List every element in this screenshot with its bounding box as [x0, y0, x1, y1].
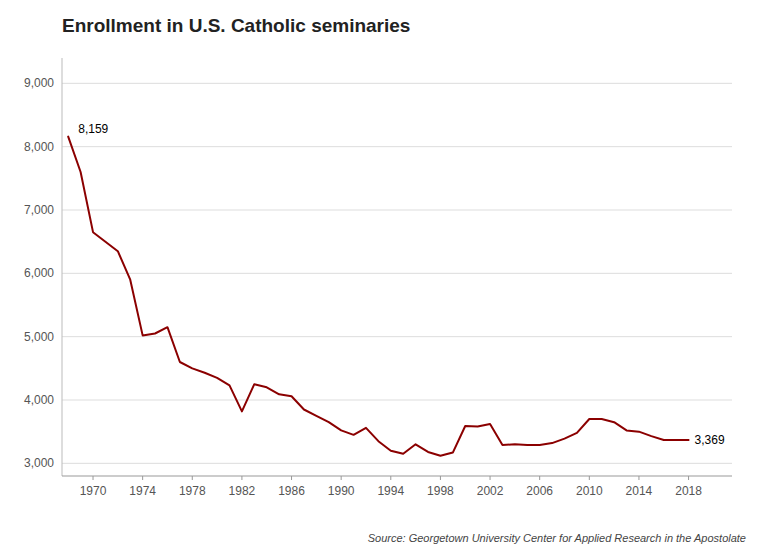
x-tick-label: 1998	[427, 484, 454, 498]
y-tick-label: 5,000	[24, 330, 54, 344]
x-tick	[192, 476, 193, 480]
y-tick-label: 4,000	[24, 393, 54, 407]
y-tick-label: 8,000	[24, 140, 54, 154]
x-tick	[291, 476, 292, 480]
x-tick	[490, 476, 491, 480]
annotation: 8,159	[78, 122, 108, 136]
x-tick-label: 1994	[377, 484, 404, 498]
grid-line	[62, 463, 732, 464]
x-tick-label: 2006	[526, 484, 553, 498]
x-tick	[688, 476, 689, 480]
x-axis-line	[62, 476, 732, 477]
x-tick-label: 1986	[278, 484, 305, 498]
x-tick-label: 2018	[675, 484, 702, 498]
y-tick-label: 6,000	[24, 266, 54, 280]
annotations: 8,159 3,369	[78, 122, 725, 447]
data-line	[68, 137, 688, 456]
x-tick	[341, 476, 342, 480]
y-tick-label: 9,000	[24, 76, 54, 90]
grid-line	[62, 336, 732, 337]
x-tick	[539, 476, 540, 480]
y-axis-line	[62, 58, 63, 476]
x-tick-label: 1970	[80, 484, 107, 498]
plot-area	[68, 137, 688, 456]
annotation: 3,369	[695, 433, 725, 447]
chart-svg: Enrollment in U.S. Catholic seminaries 3,…	[0, 0, 760, 554]
x-tick	[142, 476, 143, 480]
x-tick-label: 2014	[626, 484, 653, 498]
x-tick-label: 1974	[129, 484, 156, 498]
y-tick-label: 7,000	[24, 203, 54, 217]
x-tick-label: 1982	[229, 484, 256, 498]
x-tick-label: 2010	[576, 484, 603, 498]
grid-line	[62, 146, 732, 147]
x-tick	[589, 476, 590, 480]
grid-line	[62, 400, 732, 401]
grid-line	[62, 83, 732, 84]
grid-line	[62, 210, 732, 211]
x-tick	[638, 476, 639, 480]
x-tick	[93, 476, 94, 480]
source: Source: Georgetown University Center for…	[368, 532, 746, 544]
x-tick	[241, 476, 242, 480]
chart-container: Enrollment in U.S. Catholic seminaries 3,…	[0, 0, 760, 554]
x-tick-label: 1978	[179, 484, 206, 498]
y-axis: 3,000 4,000 5,000 6,000 7,000 8,000 9,000	[24, 58, 62, 476]
x-tick-label: 1990	[328, 484, 355, 498]
grid-line	[62, 273, 732, 274]
x-axis: 1970 1974 1978 1982 1986 1990 1994 1998 2002 2006…	[62, 476, 732, 498]
y-tick-label: 3,000	[24, 456, 54, 470]
title: Enrollment in U.S. Catholic seminaries	[62, 15, 410, 36]
x-tick-label: 2002	[477, 484, 504, 498]
x-tick	[440, 476, 441, 480]
x-tick	[390, 476, 391, 480]
y-grid	[62, 83, 732, 463]
